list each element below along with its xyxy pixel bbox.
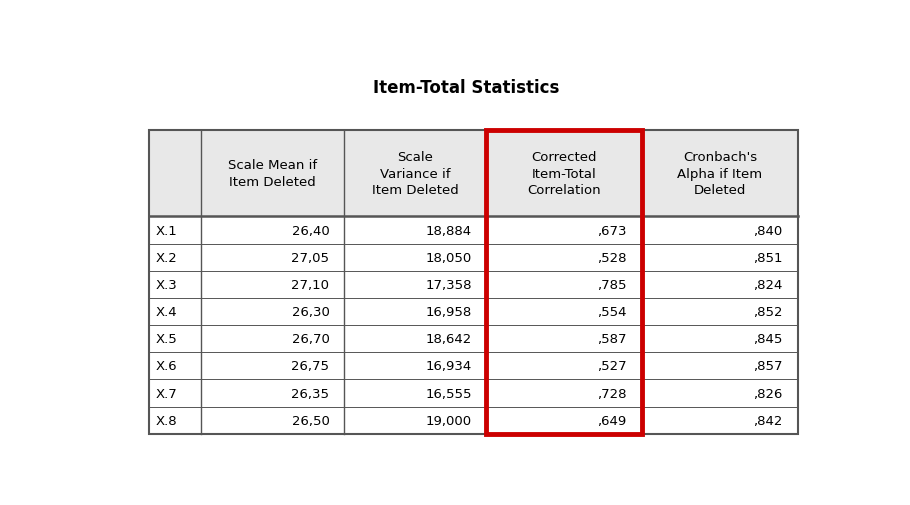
Text: X.5: X.5 <box>156 332 177 345</box>
Text: Item-Total Statistics: Item-Total Statistics <box>373 79 560 97</box>
Bar <box>149 271 798 298</box>
Text: ,842: ,842 <box>753 414 783 427</box>
Bar <box>149 217 798 244</box>
Text: X.8: X.8 <box>156 414 177 427</box>
Text: ,527: ,527 <box>597 360 627 373</box>
Text: 26,30: 26,30 <box>291 306 329 318</box>
Bar <box>149 325 798 352</box>
Text: ,587: ,587 <box>597 332 627 345</box>
Text: Cronbach's
Alpha if Item
Deleted: Cronbach's Alpha if Item Deleted <box>677 151 763 197</box>
Bar <box>149 352 798 380</box>
Text: ,824: ,824 <box>753 278 783 291</box>
Text: X.4: X.4 <box>156 306 177 318</box>
Text: 17,358: 17,358 <box>426 278 472 291</box>
Text: 16,934: 16,934 <box>426 360 472 373</box>
Text: 27,10: 27,10 <box>291 278 329 291</box>
Text: ,826: ,826 <box>753 387 783 400</box>
Text: X.6: X.6 <box>156 360 177 373</box>
Text: ,845: ,845 <box>753 332 783 345</box>
Text: 26,35: 26,35 <box>291 387 329 400</box>
Text: 26,50: 26,50 <box>291 414 329 427</box>
Text: ,649: ,649 <box>597 414 627 427</box>
Text: Scale
Variance if
Item Deleted: Scale Variance if Item Deleted <box>371 151 459 197</box>
Text: ,852: ,852 <box>753 306 783 318</box>
Text: X.7: X.7 <box>156 387 177 400</box>
Text: 26,40: 26,40 <box>291 224 329 237</box>
Text: 18,884: 18,884 <box>426 224 472 237</box>
Text: ,554: ,554 <box>597 306 627 318</box>
Bar <box>487 131 642 434</box>
Text: X.1: X.1 <box>156 224 177 237</box>
Text: 18,050: 18,050 <box>426 251 472 264</box>
Text: 18,642: 18,642 <box>426 332 472 345</box>
Text: ,728: ,728 <box>597 387 627 400</box>
Text: 26,70: 26,70 <box>291 332 329 345</box>
Text: ,857: ,857 <box>753 360 783 373</box>
Text: 19,000: 19,000 <box>426 414 472 427</box>
Text: ,673: ,673 <box>597 224 627 237</box>
Text: Scale Mean if
Item Deleted: Scale Mean if Item Deleted <box>228 159 317 188</box>
Bar <box>149 131 798 434</box>
Text: Corrected
Item-Total
Correlation: Corrected Item-Total Correlation <box>528 151 602 197</box>
Bar <box>149 407 798 434</box>
Bar <box>149 131 798 217</box>
Text: 27,05: 27,05 <box>291 251 329 264</box>
Text: X.3: X.3 <box>156 278 177 291</box>
Bar <box>149 380 798 407</box>
Text: ,840: ,840 <box>753 224 783 237</box>
Text: X.2: X.2 <box>156 251 177 264</box>
Text: ,528: ,528 <box>597 251 627 264</box>
Bar <box>149 244 798 271</box>
Text: ,785: ,785 <box>597 278 627 291</box>
Text: 16,555: 16,555 <box>426 387 472 400</box>
Text: 26,75: 26,75 <box>291 360 329 373</box>
Text: 16,958: 16,958 <box>426 306 472 318</box>
Text: ,851: ,851 <box>753 251 783 264</box>
Bar <box>149 298 798 325</box>
